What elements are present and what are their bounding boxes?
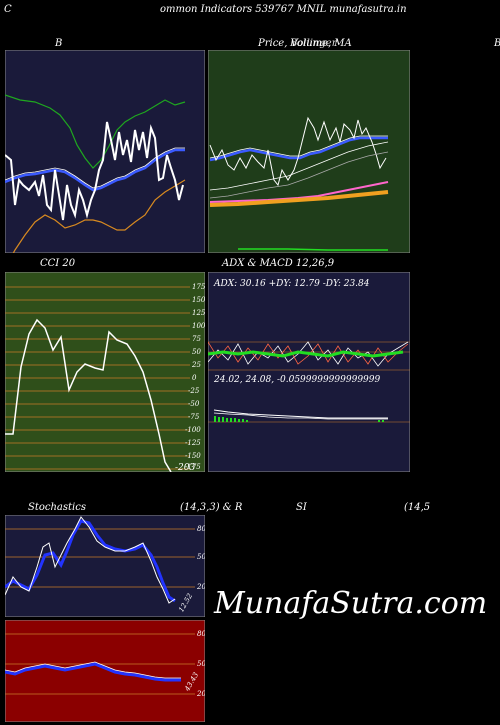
watermark-logo: MunafaSutra.com	[214, 586, 488, 621]
stoch-tick: 20	[196, 583, 205, 591]
cci-tick: -100	[185, 426, 201, 434]
header-letter: C	[4, 4, 12, 15]
middle-band-line	[5, 148, 185, 192]
right-edge-letter: B	[494, 38, 500, 49]
adx-macd-title: ADX & MACD 12,26,9	[222, 258, 335, 269]
ma-line-pink	[209, 181, 389, 203]
adx-readout: ADX: 30.16 +DY: 12.79 -DY: 23.84	[213, 279, 370, 289]
bollinger-chart	[5, 50, 205, 253]
rsi-tick: 20	[196, 690, 205, 698]
adx-line	[208, 350, 404, 358]
stochastics-chart: 80 50 20 12.52	[5, 515, 205, 617]
cci-tick: 150	[192, 296, 205, 304]
cci-tick: 50	[192, 348, 201, 356]
rsi-line-shadow	[5, 661, 181, 679]
adx-macd-chart: ADX: 30.16 +DY: 12.79 -DY: 23.84 24.02, …	[208, 272, 410, 472]
rsi-title: SI	[296, 502, 307, 513]
bollinger-upper-shadow	[209, 135, 388, 159]
bollinger-upper	[209, 136, 388, 162]
macd-line	[213, 409, 388, 419]
stochastics-title: Stochastics	[28, 502, 86, 513]
cci-tick: -25	[188, 387, 200, 395]
cci-value-label: -203	[175, 463, 195, 472]
cci-tick: -75	[188, 413, 200, 421]
rsi-tick: 50	[197, 660, 205, 668]
upper-band-line	[5, 94, 186, 169]
rsi-line	[5, 662, 181, 682]
price-volume-ma-chart	[208, 50, 410, 253]
cci-tick: 25	[191, 361, 201, 369]
rsi-params: (14,5	[404, 502, 431, 513]
middle-band-shadow	[5, 147, 185, 189]
bollinger-overlay-label: Bollinger	[290, 38, 337, 49]
ma-line-1	[209, 141, 389, 191]
cci-tick: 75	[192, 335, 201, 343]
macd-readout: 24.02, 24.08, -0.0599999999999999	[213, 375, 380, 385]
ma-line-2	[209, 151, 389, 199]
signal-line	[213, 412, 388, 420]
price-line	[209, 116, 387, 187]
volume-line	[238, 248, 388, 251]
cci-tick: 100	[192, 322, 205, 330]
rsi-chart: 80 50 20 43.43	[5, 620, 205, 722]
stochastics-params: (14,3,3) & R	[180, 502, 243, 513]
minus-di-line	[208, 341, 409, 365]
stoch-k-line	[5, 516, 176, 604]
cci-tick: 125	[192, 309, 205, 317]
bollinger-panel-label: B	[55, 38, 63, 49]
price-line	[5, 121, 184, 221]
cci-tick: 0	[192, 374, 197, 382]
cci-tick: -125	[185, 439, 201, 447]
stoch-d-line	[5, 519, 176, 603]
cci-title: CCI 20	[40, 258, 76, 269]
macd-histogram	[214, 416, 384, 422]
stoch-tick: 50	[197, 553, 205, 561]
lower-band-line	[12, 179, 186, 253]
cci-chart: 175 150 125 100 75 50 25 0 -25 -50 -75 -…	[5, 272, 205, 472]
cci-tick: -150	[185, 452, 201, 460]
cci-tick: 175	[192, 283, 205, 291]
stoch-tick: 80	[197, 525, 205, 533]
price-panel-label: Price, Volume, MA	[258, 38, 352, 49]
plus-di-line	[208, 341, 409, 367]
cci-line	[5, 318, 172, 472]
cci-tick: -175	[185, 463, 201, 471]
ma-line-orange	[209, 190, 389, 207]
cci-tick: -50	[188, 400, 200, 408]
rsi-tick: 80	[197, 630, 205, 638]
page-title: ommon Indicators 539767 MNIL munafasutra…	[160, 4, 407, 15]
